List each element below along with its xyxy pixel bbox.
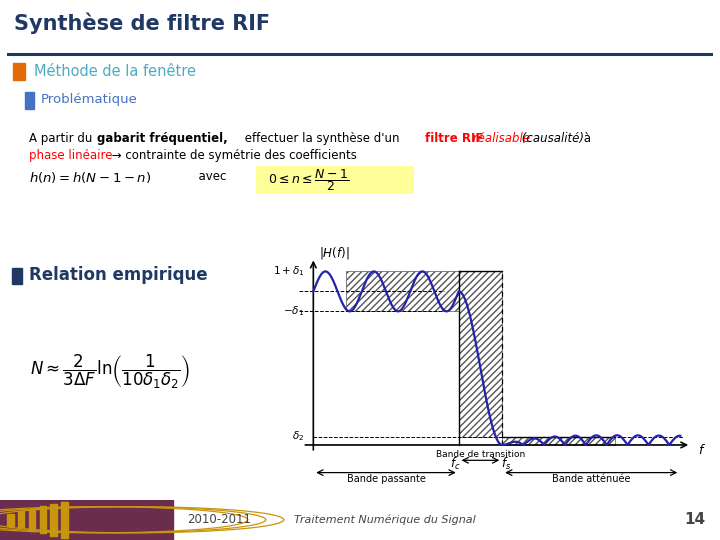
Bar [40, 507, 46, 533]
Text: avec: avec [191, 170, 226, 183]
Bar [25, 92, 34, 109]
Text: → contrainte de symétrie des coefficients: → contrainte de symétrie des coefficient… [108, 148, 357, 161]
Bar [346, 272, 459, 312]
Text: filtre RIF: filtre RIF [425, 132, 483, 145]
Text: $1+\delta_1$: $1+\delta_1$ [273, 265, 305, 278]
Bar [50, 504, 57, 536]
Bar [459, 272, 503, 436]
Text: Bande passante: Bande passante [346, 474, 426, 484]
Text: 2010-2011: 2010-2011 [187, 513, 251, 526]
Text: $N \approx \dfrac{2}{3\Delta F} \ln\!\left(\dfrac{1}{10\delta_1\delta_2}\right)$: $N \approx \dfrac{2}{3\Delta F} \ln\!\le… [30, 353, 191, 392]
Bar [29, 509, 35, 531]
Text: $\delta_2$: $\delta_2$ [292, 430, 305, 443]
Text: $|H(f)|$: $|H(f)|$ [319, 245, 349, 261]
Bar [7, 514, 14, 526]
Text: Synthèse de filtre RIF: Synthèse de filtre RIF [14, 12, 271, 34]
Text: 14: 14 [684, 512, 706, 527]
Bar [503, 436, 615, 445]
Text: effectuer la synthèse d'un: effectuer la synthèse d'un [241, 132, 403, 145]
Text: $0 \leq n \leq \dfrac{N-1}{2}$: $0 \leq n \leq \dfrac{N-1}{2}$ [269, 167, 349, 193]
Text: Méthode de la fenêtre: Méthode de la fenêtre [34, 64, 196, 79]
Text: Bande atténuée: Bande atténuée [552, 474, 631, 484]
Bar [13, 63, 24, 80]
Text: Traitement Numérique du Signal: Traitement Numérique du Signal [294, 515, 476, 525]
Text: à: à [580, 132, 590, 145]
Bar [18, 511, 24, 528]
Bar [61, 502, 68, 538]
Text: A partir du: A partir du [29, 132, 96, 145]
Text: $f_s$: $f_s$ [500, 456, 511, 472]
Text: Relation empirique: Relation empirique [29, 266, 207, 284]
Text: Problématique: Problématique [41, 93, 138, 106]
Bar [0, 500, 173, 540]
Text: (causalité): (causalité) [518, 132, 585, 145]
Text: gabarit fréquentiel,: gabarit fréquentiel, [97, 132, 228, 145]
Text: $-\delta_1$: $-\delta_1$ [283, 305, 305, 318]
Text: réalisable: réalisable [469, 132, 531, 145]
Text: phase linéaire: phase linéaire [29, 148, 112, 161]
Text: $f$: $f$ [698, 443, 706, 456]
Text: $f_c$: $f_c$ [450, 456, 460, 472]
Text: Bande de transition: Bande de transition [436, 450, 525, 459]
Text: $h(n) = h(N-1-n)$: $h(n) = h(N-1-n)$ [29, 170, 151, 185]
Bar [12, 268, 22, 284]
